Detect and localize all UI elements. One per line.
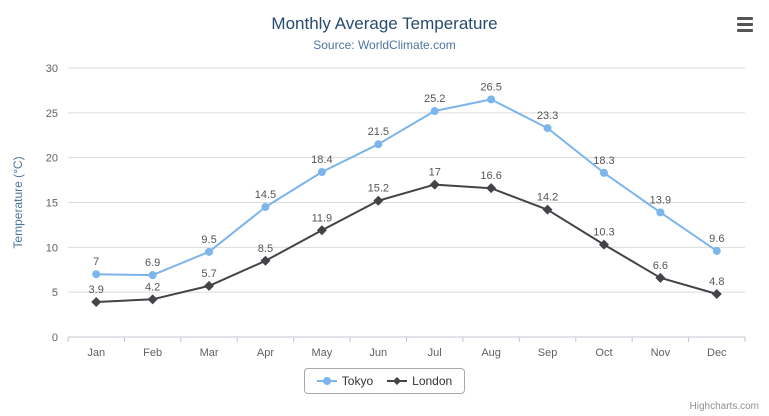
svg-text:Apr: Apr	[257, 347, 274, 359]
legend-item-tokyo[interactable]: Tokyo	[316, 374, 374, 388]
export-menu-button[interactable]	[733, 16, 757, 36]
svg-text:May: May	[311, 347, 332, 359]
svg-text:26.5: 26.5	[480, 81, 501, 93]
hamburger-menu-icon	[737, 17, 753, 20]
svg-text:20: 20	[46, 153, 58, 165]
svg-text:18.4: 18.4	[311, 154, 332, 166]
svg-text:25: 25	[46, 108, 58, 120]
svg-text:17: 17	[429, 167, 441, 179]
svg-text:4.8: 4.8	[709, 276, 724, 288]
svg-text:Nov: Nov	[651, 347, 671, 359]
svg-text:6.9: 6.9	[145, 257, 160, 269]
svg-text:30: 30	[46, 63, 58, 75]
svg-text:5.7: 5.7	[201, 268, 216, 280]
legend-box: Tokyo London	[303, 368, 466, 394]
svg-text:4.2: 4.2	[145, 281, 160, 293]
svg-text:3.9: 3.9	[89, 284, 104, 296]
credits-link[interactable]: Highcharts.com	[689, 401, 759, 412]
svg-text:Aug: Aug	[481, 347, 501, 359]
svg-text:10: 10	[46, 242, 58, 254]
svg-text:Oct: Oct	[595, 347, 612, 359]
svg-text:15.2: 15.2	[368, 183, 389, 195]
svg-text:Jul: Jul	[428, 347, 442, 359]
svg-text:14.2: 14.2	[537, 192, 558, 204]
svg-text:21.5: 21.5	[368, 126, 389, 138]
svg-text:0: 0	[52, 332, 58, 344]
svg-text:13.9: 13.9	[650, 194, 671, 206]
svg-text:9.5: 9.5	[201, 234, 216, 246]
legend-label: Tokyo	[341, 374, 374, 388]
svg-text:10.3: 10.3	[593, 227, 614, 239]
legend-item-london[interactable]: London	[387, 374, 452, 388]
chart-title: Monthly Average Temperature	[271, 14, 498, 33]
legend-circle-marker-icon	[316, 377, 337, 385]
chart-subtitle: Source: WorldClimate.com	[313, 38, 456, 52]
svg-text:5: 5	[52, 287, 58, 299]
svg-text:Jun: Jun	[369, 347, 387, 359]
svg-text:7: 7	[93, 256, 99, 268]
legend-diamond-marker-icon	[387, 377, 408, 385]
svg-text:18.3: 18.3	[593, 155, 614, 167]
svg-text:Feb: Feb	[143, 347, 162, 359]
svg-text:11.9: 11.9	[312, 212, 333, 224]
legend: Tokyo London	[0, 368, 769, 394]
svg-text:25.2: 25.2	[424, 93, 445, 105]
svg-text:8.5: 8.5	[258, 243, 273, 255]
svg-text:14.5: 14.5	[255, 189, 276, 201]
svg-text:16.6: 16.6	[480, 170, 501, 182]
svg-text:Sep: Sep	[538, 347, 558, 359]
svg-text:Temperature (°C): Temperature (°C)	[11, 156, 25, 248]
svg-text:23.3: 23.3	[537, 110, 558, 122]
svg-text:9.6: 9.6	[709, 233, 724, 245]
svg-text:Dec: Dec	[707, 347, 727, 359]
svg-text:Jan: Jan	[87, 347, 105, 359]
hamburger-menu-icon	[737, 23, 753, 26]
hamburger-menu-icon	[737, 29, 753, 32]
svg-text:15: 15	[46, 198, 58, 210]
svg-text:6.6: 6.6	[653, 260, 668, 272]
legend-label: London	[412, 374, 453, 388]
svg-text:Mar: Mar	[200, 347, 219, 359]
